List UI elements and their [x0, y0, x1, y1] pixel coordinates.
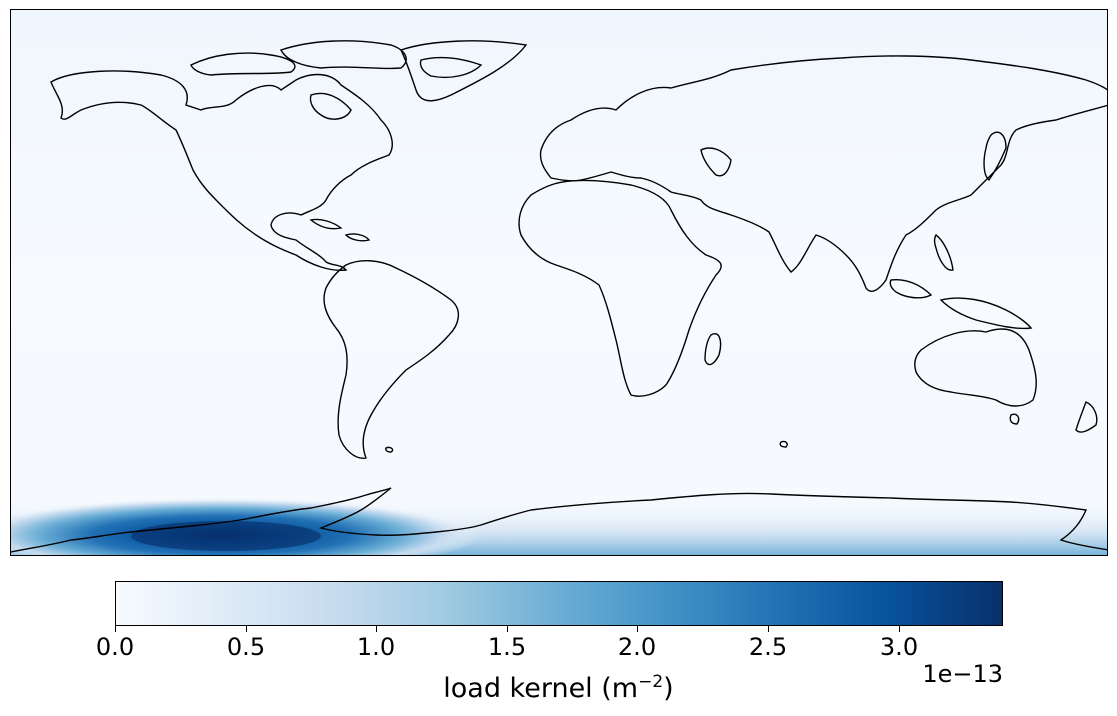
colorbar-label-text: load kernel (m	[443, 673, 639, 704]
coastlines	[11, 40, 1107, 553]
coast-eurasia	[539, 55, 1107, 292]
colorbar-label: load kernel (m−2)	[0, 672, 1117, 704]
colorbar-tick-label: 2.0	[617, 633, 657, 661]
colorbar-tick-label: 2.5	[748, 633, 788, 661]
colorbar-tick-mark	[899, 626, 900, 632]
field-background	[11, 10, 1107, 555]
world-map	[10, 9, 1108, 556]
coast-antarctica	[11, 487, 1107, 553]
colorbar-tick-mark	[768, 626, 769, 632]
colorbar-tick-label: 3.0	[879, 633, 919, 661]
colorbar-tick-mark	[246, 626, 247, 632]
colorbar-tick-label: 1.5	[487, 633, 527, 661]
coast-africa	[518, 179, 722, 397]
colorbar	[115, 581, 1003, 626]
colorbar-tick-label: 1.0	[356, 633, 396, 661]
kernel-core	[131, 521, 321, 551]
colorbar-label-close: )	[663, 673, 674, 704]
coast-south-america	[323, 260, 459, 459]
colorbar-tick-label: 0.5	[226, 633, 266, 661]
coast-north-america	[50, 70, 393, 272]
colorbar-tick-label: 0.0	[95, 633, 135, 661]
map-canvas	[11, 10, 1107, 555]
colorbar-tick-mark	[637, 626, 638, 632]
colorbar-tick-mark	[115, 626, 116, 632]
colorbar-label-exponent: −2	[638, 672, 664, 692]
colorbar-tick-mark	[507, 626, 508, 632]
coast-australia	[914, 328, 1037, 407]
colorbar-offset-text: 1e−13	[922, 660, 1003, 688]
colorbar-tick-mark	[376, 626, 377, 632]
